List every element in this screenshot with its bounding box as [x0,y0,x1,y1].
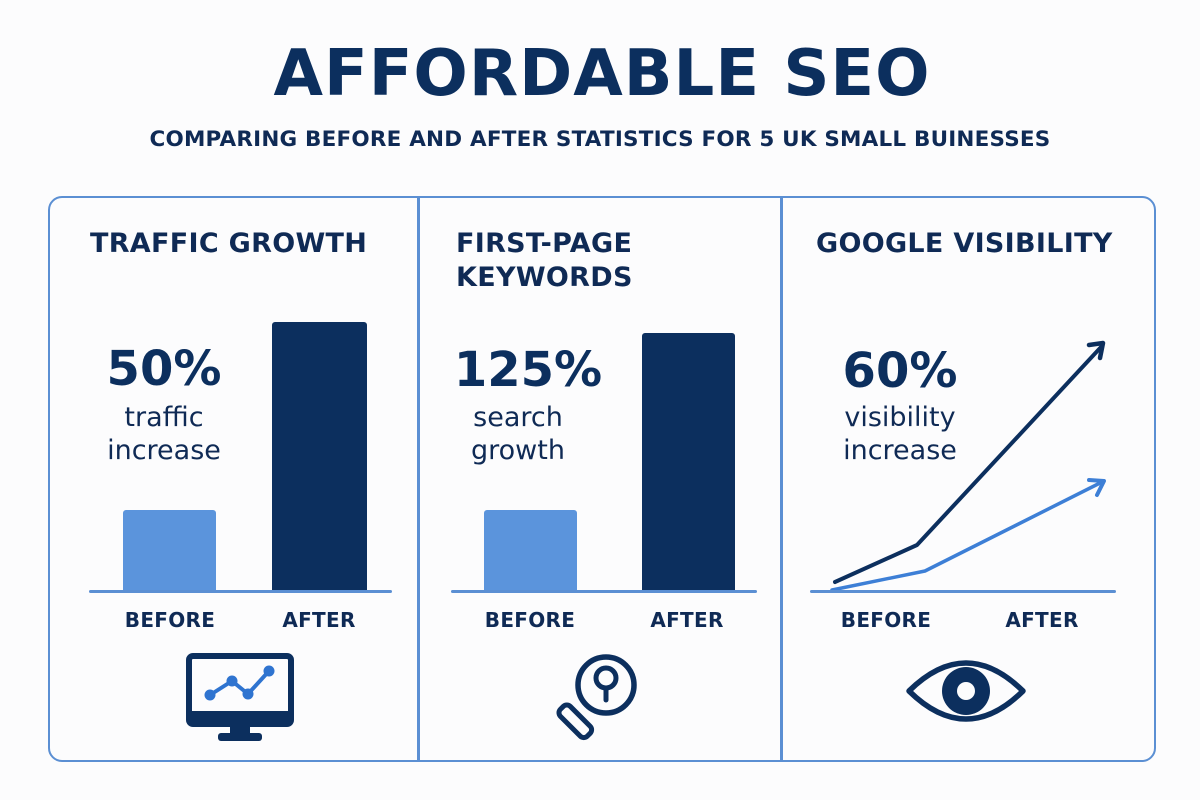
magnifying-glass-keyhole-icon [554,652,640,744]
panel-title: TRAFFIC GROWTH [90,228,368,259]
stat-value: 125% [453,342,603,398]
stat-description-line1: visibility [844,402,956,433]
bar-before [484,510,577,591]
panel-divider-1 [417,196,420,762]
visibility-line-chart [800,320,1140,600]
page-title: AFFORDABLE SEO [273,37,931,111]
stat-value: 60% [842,343,958,399]
stat-description-line2: growth [471,435,565,466]
stat-description-line1: traffic [124,402,204,433]
eye-icon [905,655,1027,735]
category-label-after: AFTER [282,608,356,632]
panels-frame [48,196,1156,762]
category-label-before: BEFORE [840,608,932,632]
category-label-before: BEFORE [124,608,216,632]
stat-description-line2: increase [107,435,221,466]
chart-axis [810,590,1116,593]
bar-before [123,510,216,591]
panel-title: GOOGLE VISIBILITY [816,228,1113,259]
bar-after [642,333,735,591]
stat-value: 50% [106,341,222,397]
chart-axis [89,590,392,593]
page-subtitle: COMPARING BEFORE AND AFTER STATISTICS FO… [149,127,1051,152]
panel-title-line1: FIRST-PAGE [456,228,633,259]
category-label-after: AFTER [1005,608,1079,632]
monitor-line-chart-icon [186,653,294,743]
panel-divider-2 [780,196,783,762]
panel-title-line2: KEYWORDS [456,262,633,293]
category-label-after: AFTER [650,608,724,632]
stat-description-line1: search [473,402,563,433]
bar-after [272,322,367,591]
category-label-before: BEFORE [484,608,576,632]
chart-axis [451,590,757,593]
stat-description-line2: increase [843,435,957,466]
